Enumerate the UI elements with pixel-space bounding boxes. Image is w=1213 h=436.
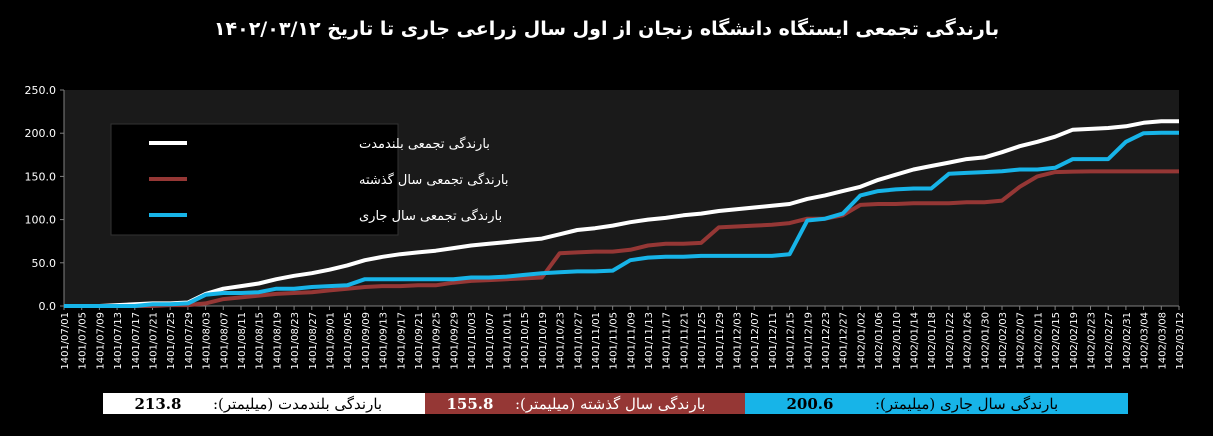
x-tick-label: 1401/08/03 (202, 312, 213, 370)
x-tick-label: 1401/07/21 (148, 312, 159, 370)
x-tick-label: 1401/12/15 (786, 312, 797, 370)
x-tick-label: 1402/01/26 (963, 312, 974, 370)
x-tick-label: 1402/01/02 (856, 312, 867, 370)
current-label: بارندگی سال جاری (میلیمتر): (875, 393, 1128, 414)
legend-label-current: بارندگی تجمعی سال جاری (359, 208, 502, 224)
y-tick-label: 100.0 (25, 214, 57, 227)
x-tick-label: 1401/11/29 (715, 312, 726, 370)
x-tick-label: 1402/01/10 (892, 312, 903, 370)
x-tick-label: 1401/10/15 (520, 312, 531, 370)
x-tick-label: 1402/02/03 (998, 312, 1009, 370)
x-tick-label: 1401/09/01 (325, 312, 336, 370)
chart-title: بارندگی تجمعی ایستگاه دانشگاه زنجان از ا… (213, 18, 1000, 40)
x-tick-label: 1401/08/27 (308, 312, 319, 370)
x-tick-label: 1401/09/29 (449, 312, 460, 370)
last-year-label: بارندگی سال گذشته (میلیمتر): (515, 393, 745, 414)
x-tick-label: 1401/11/01 (591, 312, 602, 370)
y-axis: 0.0 50.0 100.0 150.0 200.0 250.0 (25, 84, 65, 313)
x-tick-label: 1401/08/23 (290, 312, 301, 370)
x-tick-label: 1401/09/09 (361, 312, 372, 370)
x-tick-label: 1401/07/01 (60, 312, 71, 370)
x-tick-label: 1401/07/09 (95, 312, 106, 370)
x-tick-label: 1402/03/08 (1157, 312, 1168, 370)
x-tick-label: 1402/02/27 (1104, 312, 1115, 370)
x-tick-label: 1402/02/07 (1016, 312, 1027, 370)
x-tick-label: 1401/11/13 (644, 312, 655, 370)
x-tick-label: 1402/01/14 (910, 312, 921, 370)
x-tick-label: 1401/10/11 (502, 312, 513, 370)
series-line-last-year (64, 169, 1179, 308)
x-tick-label: 1401/12/03 (733, 312, 744, 370)
x-tick-label: 1401/11/17 (662, 312, 673, 370)
x-tick-label: 1402/01/30 (980, 312, 991, 370)
x-tick-label: 1401/11/09 (626, 312, 637, 370)
last-year-value: 155.8 (425, 393, 515, 414)
x-tick-label: 1401/10/23 (556, 312, 567, 370)
x-tick-label: 1401/10/27 (573, 312, 584, 370)
x-tick-label: 1401/07/17 (131, 312, 142, 370)
y-tick-label: 0.0 (39, 300, 57, 313)
x-tick-label: 1401/09/05 (343, 312, 354, 370)
x-tick-label: 1401/10/19 (538, 312, 549, 370)
x-tick-label: 1401/09/21 (414, 312, 425, 370)
x-tick-label: 1401/07/05 (78, 312, 89, 370)
x-tick-label: 1401/08/11 (237, 312, 248, 370)
x-tick-label: 1401/12/07 (750, 312, 761, 370)
y-tick-label: 200.0 (25, 127, 57, 140)
x-tick-label: 1401/12/27 (839, 312, 850, 370)
y-tick-label: 250.0 (25, 84, 57, 97)
x-tick-label: 1401/11/21 (679, 312, 690, 370)
x-tick-label: 1401/09/17 (396, 312, 407, 370)
x-tick-label: 1402/03/04 (1140, 312, 1151, 370)
long-term-label: بارندگی بلندمدت (میلیمتر): (213, 393, 425, 414)
x-tick-label: 1402/02/31 (1122, 312, 1133, 370)
x-tick-label: 1401/12/19 (803, 312, 814, 370)
x-tick-label: 1402/02/11 (1033, 312, 1044, 370)
x-tick-label: 1401/07/29 (184, 312, 195, 370)
x-tick-label: 1401/09/13 (379, 312, 390, 370)
x-tick-label: 1401/09/25 (432, 312, 443, 370)
x-tick-label: 1402/01/06 (874, 312, 885, 370)
x-tick-label: 1401/12/11 (768, 312, 779, 370)
series-lines (64, 119, 1179, 308)
x-tick-label: 1401/10/07 (485, 312, 496, 370)
x-axis: 1401/07/01 1401/07/05 1401/07/09 1401/07/13… (60, 305, 1186, 370)
legend: بارندگی تجمعی بلندمدت بارندگی تجمعی سال … (110, 123, 508, 236)
summary-bar: 213.8 بارندگی بلندمدت (میلیمتر): 155.8 ب… (0, 393, 1213, 414)
x-tick-label: 1401/07/13 (113, 312, 124, 370)
x-tick-label: 1401/08/19 (272, 312, 283, 370)
current-value: 200.6 (745, 393, 875, 414)
x-tick-label: 1402/03/12 (1175, 312, 1186, 370)
x-tick-label: 1401/08/07 (219, 312, 230, 370)
x-tick-label: 1402/01/22 (945, 312, 956, 370)
x-tick-label: 1402/02/23 (1087, 312, 1098, 370)
y-tick-label: 150.0 (25, 170, 57, 183)
x-tick-label: 1401/10/03 (467, 312, 478, 370)
x-tick-label: 1402/02/15 (1051, 312, 1062, 370)
x-tick-label: 1401/07/25 (166, 312, 177, 370)
long-term-value: 213.8 (103, 393, 213, 414)
y-tick-label: 50.0 (32, 257, 57, 270)
x-tick-label: 1401/08/15 (255, 312, 266, 370)
series-line-long-term (64, 119, 1179, 308)
x-tick-label: 1402/01/18 (927, 312, 938, 370)
x-tick-label: 1402/02/19 (1069, 312, 1080, 370)
x-tick-label: 1401/12/23 (821, 312, 832, 370)
x-tick-label: 1401/11/25 (697, 312, 708, 370)
x-tick-label: 1401/11/05 (609, 312, 620, 370)
legend-label-long-term: بارندگی تجمعی بلندمدت (359, 136, 490, 152)
series-line-current (64, 130, 1179, 308)
legend-label-last-year: بارندگی تجمعی سال گذشته (359, 172, 508, 188)
